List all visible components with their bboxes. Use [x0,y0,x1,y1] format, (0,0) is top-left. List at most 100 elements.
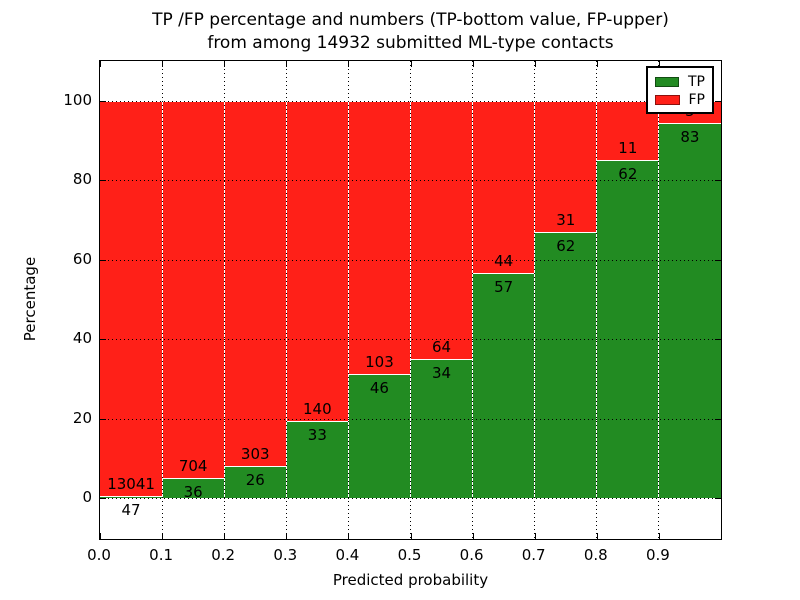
bar-segment-tp [534,233,597,498]
bar-segment-tp [658,123,721,498]
x-tick-label: 0.7 [521,546,546,564]
fp-count-label: 13041 [107,474,155,493]
x-tick-mark [472,533,474,539]
tp-count-label: 36 [183,482,203,501]
x-tick-mark-top [224,61,226,67]
bar-segment-tp [348,375,411,498]
y-tick-mark-right [715,498,721,499]
legend-swatch-tp [655,77,679,87]
bar-segment-tp [472,273,535,498]
grid-line-vertical [658,61,660,539]
x-tick-label: 0.1 [149,546,174,564]
grid-line-vertical [410,61,411,539]
plot-area: 13041 47 704 36 303 26 140 33 103 46 64 34 44 57 31 62 1… [99,60,722,540]
x-tick-label: 0.8 [583,546,608,564]
grid-line-vertical [472,61,474,539]
y-tick-label: 0 [82,488,92,506]
x-tick-label: 0.6 [459,546,484,564]
x-tick-mark-top [100,61,101,67]
y-tick-mark [100,101,106,102]
legend-swatch-fp [655,95,680,105]
tp-count-label: 62 [618,164,638,183]
y-tick-label: 60 [72,249,92,268]
chart-title: TP /FP percentage and numbers (TP-bottom… [99,9,722,55]
bar-segment-tp [596,160,659,498]
x-tick-label: 0.5 [397,546,422,564]
bar-segment-tp [162,478,225,498]
tp-count-label: 47 [121,500,141,519]
legend-label-fp: FP [688,92,706,108]
y-tick-label: 80 [72,170,92,189]
bar-segment-tp [286,422,349,498]
x-tick-label: 0.3 [273,546,298,564]
x-tick-mark [534,533,536,539]
legend-label-tp: TP [688,74,705,90]
x-tick-mark [162,533,164,539]
fp-count-label: 704 [178,456,208,475]
plot-inner: 13041 47 704 36 303 26 140 33 103 46 64 34 44 57 31 62 1… [100,61,721,539]
y-tick-label: 100 [63,91,92,109]
tp-count-label: 26 [245,470,265,489]
bar-segment-fp [100,101,163,497]
fp-count-label: 31 [556,211,576,230]
y-tick-mark-right [715,418,721,420]
fp-count-label: 303 [240,444,270,463]
x-tick-mark-top [596,61,598,67]
y-tick-mark-right [715,101,721,102]
x-tick-mark [286,533,288,539]
bar-segment-fp [286,101,349,423]
bar-segment-fp [348,101,411,376]
x-tick-mark-top [286,61,288,67]
x-tick-mark-top [348,61,350,67]
fp-count-label: 64 [432,338,452,357]
legend-entry: TP [655,73,705,91]
x-tick-label: 0.2 [211,546,236,564]
grid-line-vertical [347,61,349,539]
fp-count-label: 11 [618,138,638,157]
x-tick-mark-top [472,61,474,67]
x-tick-mark [596,533,598,539]
y-tick-mark [100,418,106,420]
bar-segment-fp [224,101,287,467]
bar-segment-fp [534,101,597,234]
y-tick-label: 40 [72,329,92,348]
tp-count-label: 62 [556,237,576,256]
x-tick-mark-top [658,61,660,67]
legend-entry: FP [655,91,705,109]
x-tick-mark-top [534,61,536,67]
fp-count-label: 103 [365,353,394,372]
y-tick-mark-right [715,180,721,182]
bar-segment-fp [162,101,225,479]
bar-segment-tp [100,496,163,498]
grid-line-vertical [161,61,163,539]
grid-line-vertical [285,61,287,539]
tp-count-label: 83 [680,127,700,146]
bar-segment-fp [472,101,535,274]
y-tick-mark [100,180,106,182]
x-tick-mark-top [410,61,412,67]
bar-segment-fp [410,101,473,361]
x-tick-mark [224,533,226,539]
fp-count-label: 44 [494,251,514,270]
tp-count-label: 46 [369,379,389,398]
grid-line-vertical [534,61,536,539]
x-tick-mark [658,533,660,539]
y-axis-label: Percentage [21,256,39,342]
fp-count-label: 140 [303,400,332,419]
y-tick-mark [100,339,106,341]
x-axis-label: Predicted probability [332,571,489,589]
bar-segment-tp [224,466,287,498]
y-tick-label: 20 [72,408,92,427]
tp-count-label: 33 [307,426,327,445]
y-tick-mark [100,498,106,499]
y-tick-mark-right [715,339,721,341]
x-tick-label: 0.4 [335,546,360,564]
chart-title-line2: from among 14932 submitted ML-type conta… [207,33,614,53]
y-tick-mark [100,259,106,261]
x-tick-mark [100,533,101,539]
x-tick-mark [348,533,350,539]
grid-line-vertical [596,61,598,539]
x-tick-label: 0.9 [645,546,670,564]
legend-box: TP FP [646,66,714,114]
